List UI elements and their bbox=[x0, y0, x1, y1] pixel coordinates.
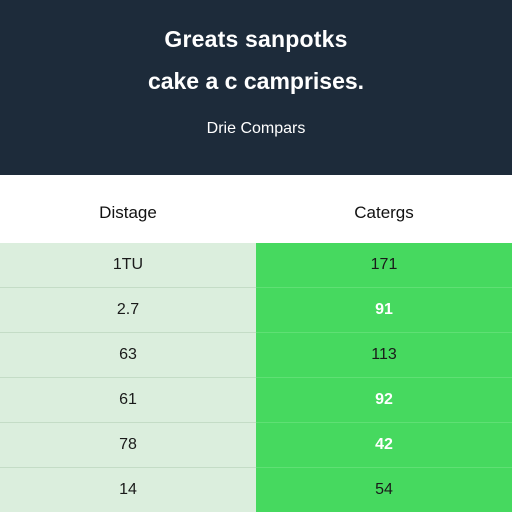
table-row: 78 42 bbox=[0, 423, 512, 468]
header-banner: Greats sanpotks cake a c camprises. Drie… bbox=[0, 0, 512, 175]
table-row: 1TU 171 bbox=[0, 243, 512, 288]
table-cell-right: 54 bbox=[256, 468, 512, 512]
page-subtitle: cake a c camprises. bbox=[147, 68, 365, 94]
table-cell-right: 171 bbox=[256, 243, 512, 288]
table-row: 63 113 bbox=[0, 333, 512, 378]
table-cell-left: 14 bbox=[0, 468, 256, 512]
table-cell-left: 61 bbox=[0, 378, 256, 423]
table-cell-right: 42 bbox=[256, 423, 512, 468]
table-cell-left: 78 bbox=[0, 423, 256, 468]
table-cell-right: 92 bbox=[256, 378, 512, 423]
column-header-distage[interactable]: Distage bbox=[99, 203, 157, 222]
table-cell-right: 113 bbox=[256, 333, 512, 378]
table-cell-left: 2.7 bbox=[0, 288, 256, 333]
table-header: Distage Catergs bbox=[0, 175, 512, 243]
table-row: 2.7 91 bbox=[0, 288, 512, 333]
page-title: Greats sanpotks bbox=[164, 26, 348, 52]
table-row: 14 54 bbox=[0, 468, 512, 512]
page-caption: Drie Compars bbox=[206, 120, 306, 137]
column-header-catergs[interactable]: Catergs bbox=[354, 203, 414, 222]
table-cell-left: 63 bbox=[0, 333, 256, 378]
table-body: 1TU 171 2.7 91 63 113 61 92 78 42 14 54 bbox=[0, 243, 512, 512]
table-row: 61 92 bbox=[0, 378, 512, 423]
table-cell-right: 91 bbox=[256, 288, 512, 333]
table-cell-left: 1TU bbox=[0, 243, 256, 288]
